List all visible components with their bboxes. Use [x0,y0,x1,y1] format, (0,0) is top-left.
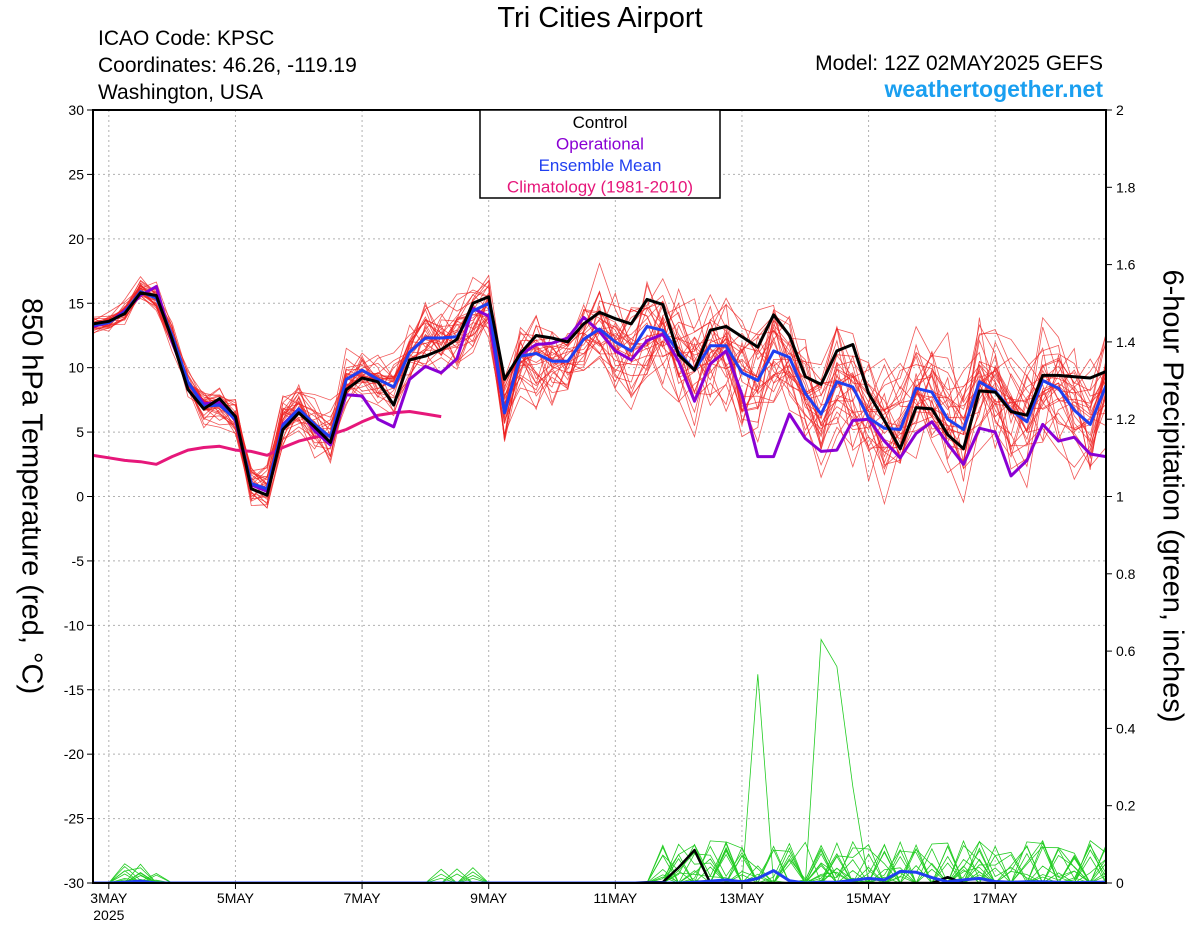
precip-member-line [93,845,1106,883]
precip-member-line [93,844,1106,883]
legend-entry: Ensemble Mean [539,156,662,175]
site-link[interactable]: weathertogether.net [884,76,1103,102]
legend-entry: Climatology (1981-2010) [507,178,693,197]
y-tick-label-left: -5 [72,553,85,569]
ensemble-member-line [93,291,1106,504]
precip-member-line [93,848,1106,883]
mean-precip-line [93,869,1106,883]
y-tick-label-left: 5 [76,424,84,440]
coordinates: Coordinates: 46.26, -119.19 [98,54,357,77]
control-line [93,291,1106,497]
y-tick-label-left: 25 [68,166,84,182]
ensemble-member-line [93,287,1106,486]
ensemble-member-line [93,287,1106,482]
x-tick-label: 15MAY [846,890,892,906]
precip-member-line [93,839,1106,883]
model-run: Model: 12Z 02MAY2025 GEFS [815,52,1103,75]
region: Washington, USA [98,81,263,104]
y-tick-label-right: 1.8 [1116,179,1136,195]
x-tick-label: 3MAY [90,890,128,906]
y-tick-label-left: -10 [64,617,84,633]
y-tick-label-right: 1.6 [1116,257,1136,273]
legend-entry: Operational [556,135,644,154]
x-tick-label: 5MAY [217,890,255,906]
y-tick-label-left: -30 [64,875,84,891]
x-tick-label: 17MAY [973,890,1019,906]
y-tick-label-left: 0 [76,489,84,505]
y-tick-label-right: 1 [1116,489,1124,505]
y-tick-label-left: 20 [68,231,84,247]
x-tick-label: 7MAY [344,890,382,906]
y-tick-label-left: -15 [64,682,84,698]
icao-code: ICAO Code: KPSC [98,27,275,50]
chart-title: Tri Cities Airport [497,2,703,34]
ensemble-member-line [93,262,1106,509]
x-tick-sublabel: 2025 [93,907,124,923]
y-tick-label-right: 0.4 [1116,720,1136,736]
y-tick-label-right: 1.4 [1116,334,1136,350]
x-tick-label: 11MAY [593,890,637,906]
y-tick-label-right: 1.2 [1116,411,1136,427]
x-tick-label: 9MAY [470,890,508,906]
ensemble-member-line [93,279,1106,499]
y-tick-label-left: -25 [64,811,84,827]
y-tick-label-right: 0.8 [1116,566,1136,582]
precip-member-line [93,843,1106,883]
ensemble-member-line [93,295,1106,481]
precip-member-line [93,848,1106,883]
y-tick-label-right: 2 [1116,102,1124,118]
precip-member-line [93,840,1106,883]
plot-lines [93,262,1106,883]
legend-entry: Control [573,113,628,132]
legend-box [479,109,721,199]
climatology-line [93,410,442,466]
y-tick-label-left: 10 [68,360,84,376]
y-tick-label-right: 0.2 [1116,798,1136,814]
precip-member-line [93,845,1106,883]
y-tick-label-right: 0 [1116,875,1124,891]
y-tick-label-left: -20 [64,746,84,762]
x-tick-label: 13MAY [720,890,766,906]
y-tick-label-left: 15 [68,295,84,311]
y-tick-label-right: 0.6 [1116,643,1136,659]
y-tick-label-left: 30 [68,102,84,118]
